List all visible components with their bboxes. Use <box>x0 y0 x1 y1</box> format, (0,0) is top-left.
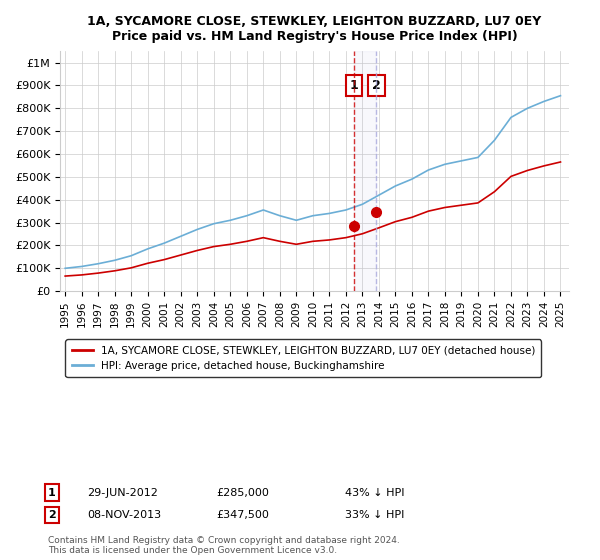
Text: 29-JUN-2012: 29-JUN-2012 <box>87 488 158 498</box>
Text: 43% ↓ HPI: 43% ↓ HPI <box>345 488 404 498</box>
Text: 1: 1 <box>48 488 56 498</box>
Text: 1: 1 <box>350 79 358 92</box>
Text: £347,500: £347,500 <box>216 510 269 520</box>
Text: 2: 2 <box>372 79 381 92</box>
Text: 2: 2 <box>48 510 56 520</box>
Title: 1A, SYCAMORE CLOSE, STEWKLEY, LEIGHTON BUZZARD, LU7 0EY
Price paid vs. HM Land R: 1A, SYCAMORE CLOSE, STEWKLEY, LEIGHTON B… <box>88 15 542 43</box>
Text: £285,000: £285,000 <box>216 488 269 498</box>
Text: 33% ↓ HPI: 33% ↓ HPI <box>345 510 404 520</box>
Legend: 1A, SYCAMORE CLOSE, STEWKLEY, LEIGHTON BUZZARD, LU7 0EY (detached house), HPI: A: 1A, SYCAMORE CLOSE, STEWKLEY, LEIGHTON B… <box>65 339 541 377</box>
Text: Contains HM Land Registry data © Crown copyright and database right 2024.: Contains HM Land Registry data © Crown c… <box>48 536 400 545</box>
Text: 08-NOV-2013: 08-NOV-2013 <box>87 510 161 520</box>
Bar <box>354 51 376 291</box>
Text: This data is licensed under the Open Government Licence v3.0.: This data is licensed under the Open Gov… <box>48 547 337 556</box>
